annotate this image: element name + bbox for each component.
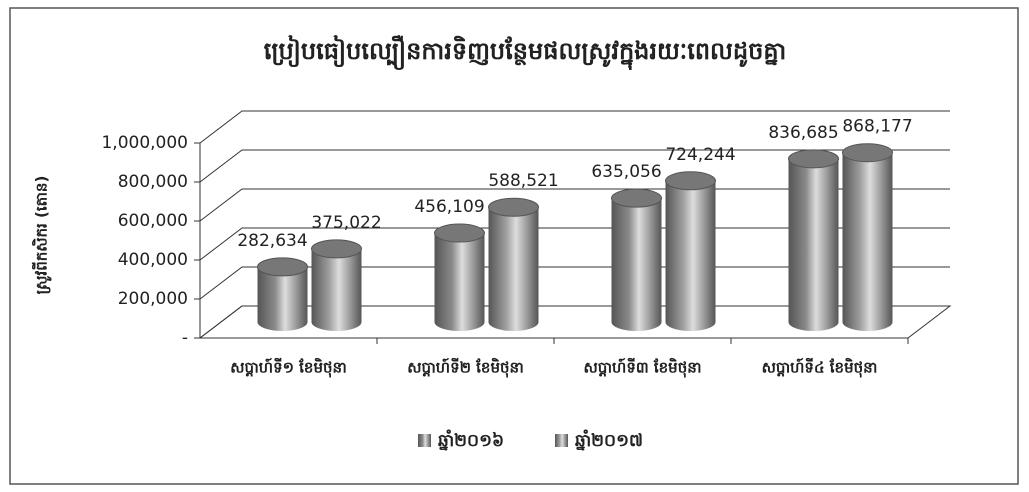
bar-top <box>434 223 485 243</box>
y-tick-label: 1,000,000 <box>101 133 188 153</box>
data-label: 282,634 <box>237 231 307 251</box>
bar <box>665 180 716 322</box>
y-tick-label: 400,000 <box>118 250 188 270</box>
bar-top <box>488 197 539 217</box>
grid-line <box>199 110 950 144</box>
bar <box>488 207 539 322</box>
x-tick-label: សប្តាហ៍ទី៣ ខែមិថុនា <box>583 358 701 379</box>
data-label: 635,056 <box>591 162 661 182</box>
legend-swatch <box>555 434 568 447</box>
bar-top <box>311 239 362 259</box>
chart-title: ប្រៀបធៀបល្បឿនការទិញបន្ថែមផលស្រូវក្នុងរយៈ… <box>264 35 786 70</box>
x-tick-label: សប្តាហ៍ទី៤ ខែមិថុនា <box>762 358 878 379</box>
legend-label: ឆ្នាំ២០១៦ <box>438 429 504 451</box>
y-tick-label: 800,000 <box>118 172 188 192</box>
legend-label: ឆ្នាំ២០១៧ <box>575 429 643 451</box>
bar-top <box>257 257 308 277</box>
data-label: 724,244 <box>665 145 735 165</box>
x-tick-label: សប្តាហ៍ទី១ ខែមិថុនា <box>230 358 347 379</box>
bar <box>311 248 362 322</box>
y-axis-label: ស្រូវពីកសិករ (តោន) <box>32 176 53 295</box>
x-tick-label: សប្តាហ៍ទី២ ខែមិថុនា <box>407 358 524 379</box>
bar-top <box>842 143 893 163</box>
bar-top <box>611 188 662 208</box>
grid-line <box>199 149 950 183</box>
bar <box>434 233 485 322</box>
y-tick-label: - <box>182 328 188 348</box>
y-tick-label: 200,000 <box>118 289 188 309</box>
legend-swatch <box>418 434 431 447</box>
data-label: 868,177 <box>842 117 912 137</box>
bar <box>788 158 839 322</box>
data-label: 456,109 <box>414 197 484 217</box>
data-label: 375,022 <box>311 213 381 233</box>
bar-top <box>788 149 839 169</box>
data-label: 836,685 <box>768 123 838 143</box>
data-label: 588,521 <box>488 171 558 191</box>
bar <box>611 198 662 322</box>
y-tick-label: 600,000 <box>118 211 188 231</box>
bar-top <box>665 171 716 191</box>
bar <box>842 152 893 322</box>
